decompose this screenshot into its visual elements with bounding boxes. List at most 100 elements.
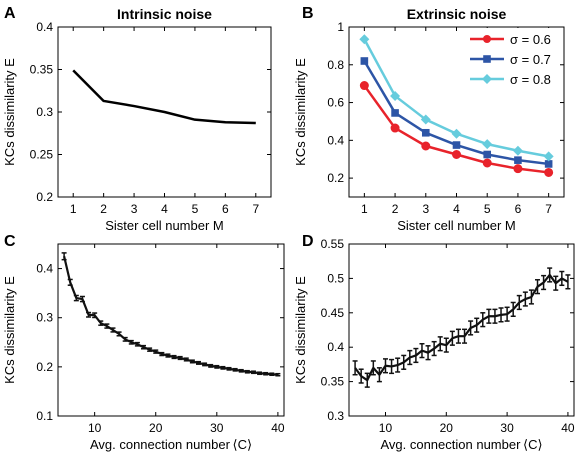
- x-tick-label: 10: [88, 421, 102, 435]
- x-tick-label: 3: [422, 202, 429, 216]
- data-point: [543, 151, 554, 162]
- data-point: [391, 109, 399, 117]
- y-axis-label: KCs dissimilarity E: [2, 276, 17, 384]
- data-point: [544, 167, 554, 177]
- data-point: [420, 114, 431, 125]
- axes-box: [348, 243, 575, 417]
- y-tick-label: 0.3: [36, 311, 53, 325]
- x-axis-label: Sister cell number M: [105, 218, 223, 233]
- data-point: [482, 139, 493, 150]
- panel-letter: A: [4, 5, 16, 22]
- y-tick-label: 0.3: [327, 409, 344, 423]
- y-tick-label: 0.45: [321, 306, 345, 320]
- y-axis-label: KCs dissimilarity E: [293, 276, 308, 384]
- data-point: [390, 123, 400, 133]
- y-tick-label: 0.35: [321, 375, 345, 389]
- legend-label: σ = 0.7: [510, 52, 551, 67]
- legend-marker: [483, 35, 491, 43]
- x-tick-label: 3: [131, 202, 138, 216]
- legend-marker: [482, 74, 492, 84]
- y-axis-label: KCs dissimilarity E: [293, 58, 308, 166]
- x-tick-label: 5: [192, 202, 199, 216]
- data-point: [451, 128, 462, 139]
- x-tick-label: 1: [70, 202, 77, 216]
- x-tick-label: 4: [453, 202, 460, 216]
- x-tick-label: 20: [149, 421, 163, 435]
- y-tick-label: 0.5: [327, 271, 344, 285]
- y-tick-label: 0.1: [36, 409, 53, 423]
- x-tick-label: 40: [271, 421, 285, 435]
- series-1: [61, 252, 281, 377]
- series-line: [72, 69, 256, 125]
- y-tick-label: 0.55: [321, 237, 345, 251]
- series-line: [354, 273, 569, 382]
- panel-letter: B: [302, 5, 314, 22]
- data-point: [544, 160, 553, 168]
- x-axis-label: Avg. connection number ⟨C⟩: [90, 437, 252, 452]
- x-tick-label: 6: [515, 202, 522, 216]
- data-point: [390, 90, 401, 101]
- x-tick-label: 40: [561, 421, 575, 435]
- legend-marker: [483, 55, 491, 63]
- data-point: [360, 57, 369, 65]
- axes-box: [57, 243, 285, 417]
- data-point: [512, 145, 523, 156]
- panel-d: D 10 20 30 40 0.3 0.35 0.4 0.45 0.5 0.55 Avg. conne…: [293, 233, 575, 452]
- x-tick-label: 30: [210, 421, 224, 435]
- y-tick-label: 0.4: [36, 262, 53, 276]
- x-tick-label: 30: [500, 421, 514, 435]
- x-tick-label: 7: [252, 202, 259, 216]
- y-tick-label: 1: [337, 20, 344, 34]
- y-axis-label: KCs dissimilarity E: [2, 58, 17, 166]
- y-tick-label: 0.2: [36, 360, 53, 374]
- series-1: [352, 267, 571, 388]
- y-tick-label: 0.4: [36, 20, 53, 34]
- data-point: [514, 156, 522, 164]
- y-tick-label: 0.25: [30, 148, 54, 162]
- y-tick-label: 0.3: [36, 105, 53, 119]
- x-tick-label: 1: [361, 202, 368, 216]
- panel-b: B Extrinsic noise 1 2 3 4 5 6 7 0.2 0.4 0.6 0.8 1 Sist…: [293, 5, 565, 233]
- x-tick-label: 5: [484, 202, 491, 216]
- y-tick-label: 0.35: [30, 63, 54, 77]
- series-line: [63, 256, 278, 376]
- series-1: [72, 69, 256, 125]
- panel-title: Intrinsic noise: [117, 6, 212, 22]
- data-point: [421, 128, 430, 137]
- x-tick-label: 20: [440, 421, 454, 435]
- series-3: [359, 34, 554, 162]
- series-2: [360, 57, 553, 168]
- panel-title: Extrinsic noise: [407, 6, 507, 22]
- x-tick-label: 7: [545, 202, 552, 216]
- y-tick-label: 0.8: [327, 58, 344, 72]
- legend: σ = 0.6 σ = 0.7 σ = 0.8: [466, 28, 560, 94]
- data-point: [359, 81, 369, 91]
- data-point: [452, 141, 461, 149]
- x-tick-label: 2: [392, 202, 399, 216]
- y-tick-label: 0.2: [36, 190, 53, 204]
- series-1: [359, 81, 554, 177]
- panel-letter: C: [4, 233, 16, 250]
- panel-a: A Intrinsic noise 1 2 3 4 5 6 7 0.2 0.25 0.3 0.35 0.4…: [2, 5, 272, 233]
- x-tick-label: 4: [161, 202, 168, 216]
- panel-c: C 10 20 30 40 0.1 0.2 0.3 0.4 Avg. connection num…: [2, 233, 285, 452]
- panel-letter: D: [302, 233, 314, 250]
- data-point: [359, 34, 370, 45]
- x-axis-label: Sister cell number M: [397, 218, 515, 233]
- y-tick-label: 0.6: [327, 96, 344, 110]
- y-tick-label: 0.4: [327, 133, 344, 147]
- legend-label: σ = 0.8: [510, 72, 551, 87]
- data-point: [452, 150, 461, 159]
- x-tick-label: 10: [379, 421, 393, 435]
- data-point: [483, 150, 492, 159]
- y-tick-label: 0.2: [327, 171, 344, 185]
- data-point: [482, 158, 492, 168]
- x-tick-label: 6: [222, 202, 229, 216]
- y-tick-label: 0.4: [327, 340, 344, 354]
- legend-label: σ = 0.6: [510, 32, 551, 47]
- data-point: [421, 141, 431, 151]
- x-axis-label: Avg. connection number ⟨C⟩: [380, 437, 542, 452]
- x-tick-label: 2: [100, 202, 107, 216]
- data-point: [513, 164, 523, 174]
